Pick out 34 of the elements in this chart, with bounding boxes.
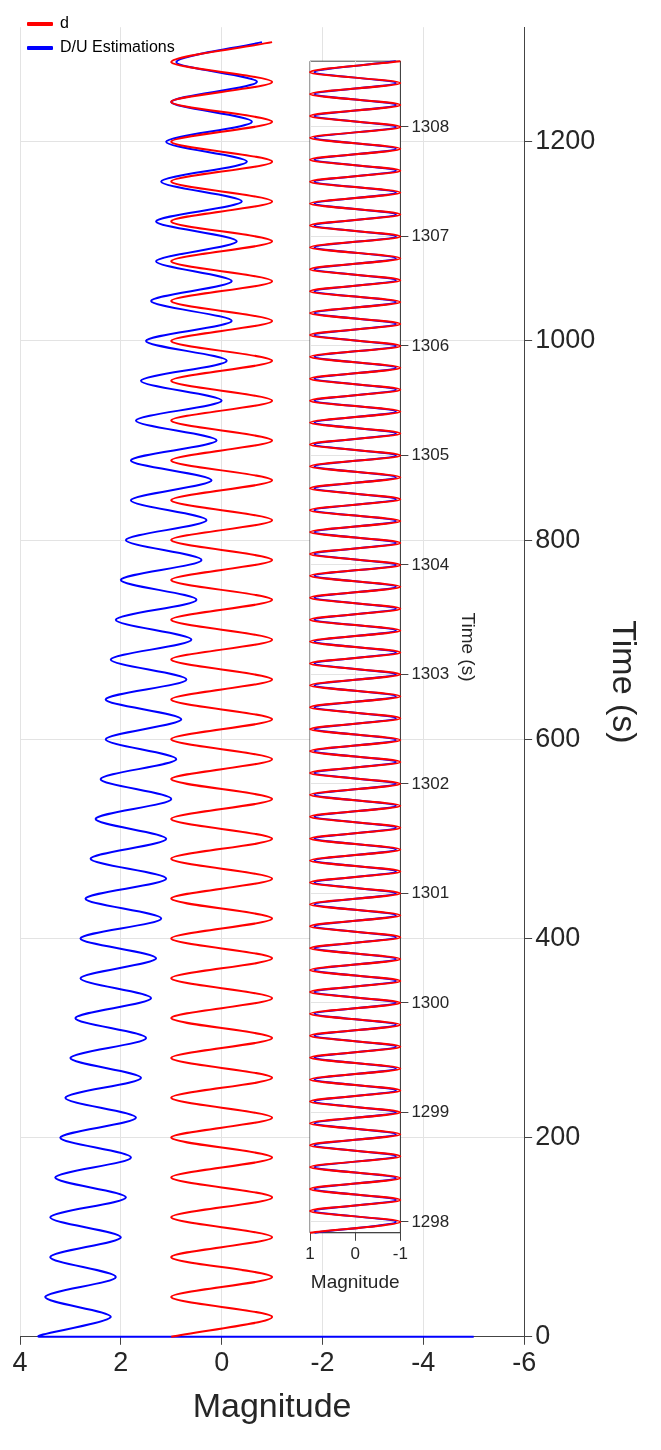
x-tick-label: -4 <box>411 1347 436 1378</box>
y-tick-label: 1300 <box>411 992 450 1012</box>
x-tick-label: 0 <box>350 1243 360 1263</box>
y-tick-label: 1303 <box>411 664 450 684</box>
x-tick-label: 2 <box>113 1347 129 1378</box>
y-tick-label: 600 <box>535 722 581 753</box>
y-tick-label: 1299 <box>411 1102 450 1122</box>
x-tick-label: -1 <box>392 1243 408 1263</box>
y-tick-label: 1307 <box>411 226 450 246</box>
y-tick-label: 1308 <box>411 116 450 136</box>
legend-label: d <box>60 14 69 32</box>
y-tick-label: 1200 <box>535 125 596 156</box>
y-axis-title: Time (s) <box>606 620 645 744</box>
y-tick-label: 1298 <box>411 1211 450 1231</box>
y-tick-label: 1301 <box>411 883 450 903</box>
x-tick-label: 1 <box>305 1243 315 1263</box>
y-tick-label: 1304 <box>411 554 450 574</box>
y-tick-label: 400 <box>535 921 581 952</box>
y-tick-label: 200 <box>535 1121 581 1152</box>
y-tick-label: 800 <box>535 523 581 554</box>
y-tick-label: 1302 <box>411 773 450 793</box>
x-tick-label: -2 <box>310 1347 335 1378</box>
y-tick-label: 1305 <box>411 445 450 465</box>
legend-label: D/U Estimations <box>60 38 175 56</box>
x-tick-label: 0 <box>214 1347 230 1378</box>
line-series <box>39 41 475 1338</box>
x-tick-label: -6 <box>512 1347 537 1378</box>
y-tick-label: 1000 <box>535 324 596 355</box>
x-axis-title: Magnitude <box>310 1270 400 1292</box>
y-tick-label: 1306 <box>411 335 450 355</box>
x-axis-title: Magnitude <box>192 1385 352 1424</box>
y-tick-label: 0 <box>535 1320 551 1351</box>
y-axis-title: Time (s) <box>458 612 480 682</box>
x-tick-label: 4 <box>12 1347 28 1378</box>
